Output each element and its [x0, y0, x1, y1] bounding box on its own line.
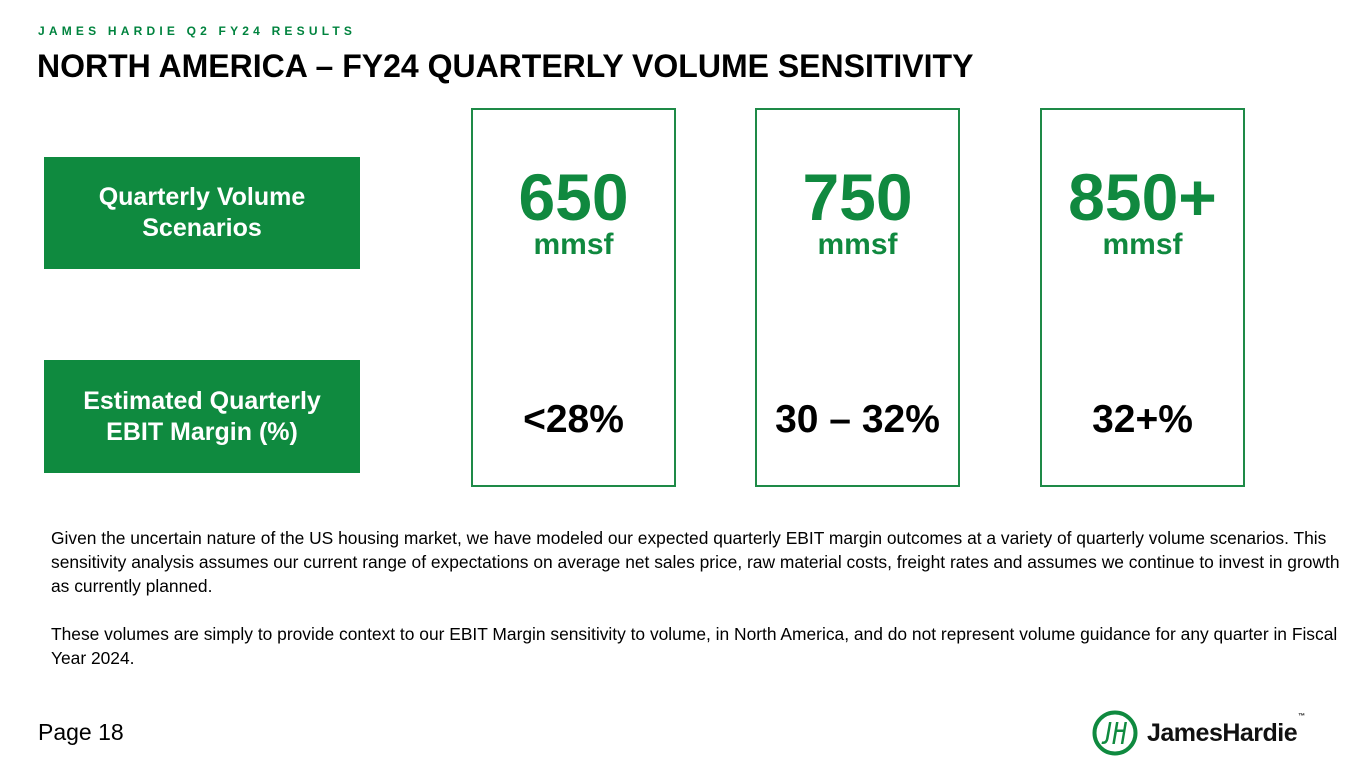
scenario-volume: 750	[802, 160, 913, 234]
scenario-unit: mmsf	[533, 228, 614, 261]
body-paragraph-2: These volumes are simply to provide cont…	[51, 624, 1338, 668]
logo-trademark: ™	[1298, 712, 1305, 720]
ebit-margin-label: Estimated Quarterly EBIT Margin (%)	[44, 360, 360, 473]
scenario-margin: 30 – 32%	[775, 398, 940, 441]
volume-label-line2: Scenarios	[142, 214, 262, 242]
scenario-card-750: 750 mmsf 30 – 32%	[755, 108, 960, 487]
james-hardie-logo: JamesHardie™	[1092, 710, 1305, 756]
slide-title: NORTH AMERICA – FY24 QUARTERLY VOLUME SE…	[37, 48, 974, 84]
scenario-volume: 650	[518, 160, 629, 234]
scenario-unit: mmsf	[817, 228, 898, 261]
body-paragraph-1: Given the uncertain nature of the US hou…	[51, 528, 1340, 596]
scenario-card-850-plus: 850+ mmsf 32+%	[1040, 108, 1245, 487]
page-number: Page 18	[38, 719, 124, 745]
scenario-margin: <28%	[523, 398, 624, 441]
scenario-card-650: 650 mmsf <28%	[471, 108, 676, 487]
logo-wordmark: JamesHardie™	[1147, 713, 1305, 748]
logo-text: JamesHardie	[1147, 718, 1298, 747]
body-text: Given the uncertain nature of the US hou…	[51, 526, 1346, 694]
scenario-margin: 32+%	[1092, 398, 1193, 441]
slide-kicker: JAMES HARDIE Q2 FY24 RESULTS	[38, 24, 357, 38]
scenario-unit: mmsf	[1102, 228, 1183, 261]
volume-scenarios-label: Quarterly Volume Scenarios	[44, 157, 360, 269]
scenario-volume: 850+	[1068, 160, 1217, 234]
margin-label-line1: Estimated Quarterly	[83, 386, 321, 415]
volume-label-line1: Quarterly Volume	[98, 183, 306, 211]
margin-label-line2: EBIT Margin (%)	[106, 417, 298, 446]
james-hardie-jh-mark-icon	[1092, 710, 1138, 756]
